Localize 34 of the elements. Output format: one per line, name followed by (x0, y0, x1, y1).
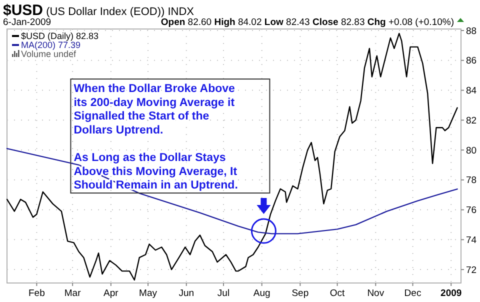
legend-label: MA(200) 77.39 (21, 40, 81, 50)
annotation: Dollars Uptrend. (74, 124, 164, 136)
y-tick-label: 72 (466, 264, 477, 276)
y-tick-label: 82 (466, 115, 477, 126)
text: Open 82.60 High 84.02 Low 82.43 Close 82.83 Chg +0.08 (+0.10%) (160, 17, 454, 28)
x-tick-label: Aug (253, 288, 270, 299)
annotation: Volume undef (21, 49, 77, 59)
x-tick-label: Jul (217, 288, 230, 299)
y-tick-label: 84 (466, 86, 477, 97)
x-tick-label: Feb (28, 288, 45, 299)
y-tick-label: 88 (466, 26, 477, 37)
x-tick-label: Nov (367, 288, 384, 299)
x-tick-label: May (139, 288, 158, 299)
x-tick-label: Mar (64, 288, 81, 299)
chart-subtitle: 6-Jan-2009 (3, 17, 52, 28)
y-tick-label: 86 (466, 56, 477, 67)
y-tick-label: 78 (466, 175, 477, 186)
y-tick-label: 76 (466, 205, 477, 216)
x-tick-label: Apr (104, 288, 118, 299)
line-series (6, 32, 458, 281)
chart-title: $USD (US Dollar Index (EOD)) INDX (3, 2, 195, 19)
annotation: As Long as the Dollar Stays (74, 152, 226, 164)
x-tick-label: 2009 (440, 288, 462, 299)
annotation: Signalled the Start of the (74, 110, 210, 123)
annotation: its 200-day Moving Average it (74, 96, 235, 109)
legend-label: $USD (Daily) 82.83 (21, 31, 99, 41)
x-tick-label: Jun (178, 288, 194, 299)
annotation: When the Dollar Broke Above (74, 83, 235, 96)
line-series (6, 148, 458, 234)
x-tick-label: Sep (292, 288, 309, 299)
y-tick-label: 74 (466, 234, 477, 246)
x-tick-label: Dec (404, 288, 422, 299)
x-tick-label: Oct (330, 288, 346, 299)
y-tick-label: 80 (466, 145, 477, 156)
